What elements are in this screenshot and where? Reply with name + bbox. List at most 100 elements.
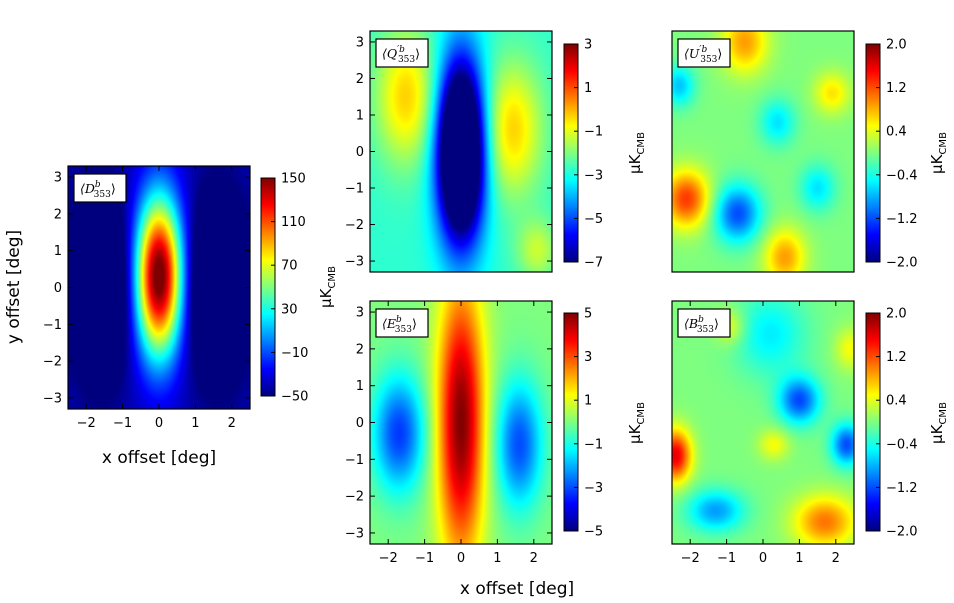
title-box-U: ⟨U′b 353⟩ xyxy=(677,38,731,68)
title-box-frame xyxy=(375,308,429,338)
colorbar-unit-label: μKCMB xyxy=(626,402,647,444)
ytick-label: −3 xyxy=(345,526,364,541)
colorbar-unit-label: μKCMB xyxy=(928,402,949,444)
colorbar-tick-label: −1 xyxy=(584,125,603,140)
title-box-E: ⟨Eb 353⟩ xyxy=(375,308,429,338)
heatmap-B xyxy=(672,301,854,544)
colorbar-ticks-B: 2.0 1.2 0.4 −0.4 −1.2 −2.0 xyxy=(876,307,918,540)
colorbar-tick-label: 2.0 xyxy=(886,307,907,322)
colorbar-tick-label: 0.4 xyxy=(886,125,907,140)
ytick-label: −3 xyxy=(345,255,364,270)
colorbar-tick-label: −5 xyxy=(584,212,603,227)
panel-title: ⟨U′b 353⟩ xyxy=(684,45,722,65)
xtick-label: −1 xyxy=(415,551,434,566)
colorbar-tick-label: −7 xyxy=(584,256,603,271)
colorbar-tick-label: 30 xyxy=(281,302,298,317)
colorbar-tick-label: 70 xyxy=(281,259,298,274)
colorbar-ticks-E: 5 3 1 −1 −3 −5 xyxy=(574,307,603,540)
xtick-label: 1 xyxy=(493,551,501,566)
heatmap-E xyxy=(370,301,552,544)
xtick-label: −2 xyxy=(681,551,700,566)
xtick-label: 0 xyxy=(457,551,465,566)
colorbar-B xyxy=(865,312,881,532)
colorbar-unit-label: μKCMB xyxy=(626,132,647,174)
title-box-frame xyxy=(375,38,429,68)
colorbar-tick-label: −2.0 xyxy=(886,256,918,271)
colorbar-tick-label: −50 xyxy=(281,390,308,405)
ytick-label: −2 xyxy=(345,490,364,505)
ytick-label: 0 xyxy=(356,416,364,431)
yticks-D: 3 2 1 0 −1 −2 −3 xyxy=(43,171,250,406)
ytick-label: −3 xyxy=(43,391,62,406)
colorbar-tick-label: −2.0 xyxy=(886,525,918,540)
colorbar-tick-label: −1.2 xyxy=(886,212,918,227)
colorbar-tick-label: 3 xyxy=(584,38,592,53)
colorbar-D xyxy=(260,177,276,397)
colorbar-unit-label: μKCMB xyxy=(928,132,949,174)
colorbar-tick-label: 0.4 xyxy=(886,394,907,409)
xticks-B: −2 −1 0 1 2 xyxy=(681,301,840,566)
colorbar-tick-label: 1 xyxy=(584,394,592,409)
xtick-label: −1 xyxy=(113,416,132,431)
ytick-label: 3 xyxy=(54,171,62,186)
colorbar-unit-label: μKCMB xyxy=(317,266,338,308)
heatmap-Q xyxy=(370,31,552,272)
colorbar-tick-label: 5 xyxy=(584,307,592,322)
panel-title: ⟨Q′b 353⟩ xyxy=(382,45,420,65)
title-box-D: ⟨Db 353⟩ xyxy=(73,173,127,203)
x-axis-label-common: x offset [deg] xyxy=(460,579,574,599)
xtick-label: 0 xyxy=(155,416,163,431)
ytick-label: −1 xyxy=(43,318,62,333)
colorbar-ticks-U: 2.0 1.2 0.4 −0.4 −1.2 −2.0 xyxy=(876,38,918,271)
panel-title: ⟨Db 353⟩ xyxy=(80,180,116,200)
panel-E: −2 −1 0 1 2 3 2 1 0 −1 −2 −3 ⟨Eb 353⟩ 5 3 1 −1 −3 −5 xyxy=(345,300,603,566)
colorbar-tick-label: −0.4 xyxy=(886,437,918,452)
ytick-label: 1 xyxy=(356,108,364,123)
colorbar-tick-label: 150 xyxy=(281,172,306,187)
xtick-label: 0 xyxy=(759,551,767,566)
title-box-B: ⟨Bb 353⟩ xyxy=(677,308,731,338)
ytick-label: 2 xyxy=(356,72,364,87)
ytick-label: −1 xyxy=(345,453,364,468)
ytick-label: −2 xyxy=(345,218,364,233)
ytick-label: 2 xyxy=(356,342,364,357)
title-box-Q: ⟨Q′b 353⟩ xyxy=(375,38,429,68)
ytick-label: 3 xyxy=(356,35,364,50)
xtick-label: 2 xyxy=(832,551,840,566)
colorbar-ticks-Q: 3 1 −1 −3 −5 −7 xyxy=(574,38,603,271)
xtick-label: −2 xyxy=(379,551,398,566)
ytick-label: 1 xyxy=(54,244,62,259)
panel-title: ⟨Eb 353⟩ xyxy=(382,315,417,335)
panel-title: ⟨Bb 353⟩ xyxy=(684,315,719,335)
ytick-label: 0 xyxy=(356,145,364,160)
panel-U: ⟨U′b 353⟩ 2.0 1.2 0.4 −0.4 −1.2 −2.0 xyxy=(671,30,918,273)
xtick-label: 2 xyxy=(530,551,538,566)
colorbar-E xyxy=(563,312,579,532)
colorbar-units: μKCMB μKCMB μKCMB μKCMB μKCMB xyxy=(317,132,949,444)
ytick-label: 3 xyxy=(356,306,364,321)
xticks-D: −2 −1 0 1 2 xyxy=(77,166,236,431)
ytick-label: 1 xyxy=(356,379,364,394)
ytick-label: −2 xyxy=(43,355,62,370)
xtick-label: 1 xyxy=(795,551,803,566)
title-box-frame xyxy=(73,173,127,203)
xtick-label: 2 xyxy=(228,416,236,431)
title-box-frame xyxy=(677,38,731,68)
colorbar-tick-label: −3 xyxy=(584,481,603,496)
heatmap-U xyxy=(672,31,854,272)
colorbar-tick-label: −10 xyxy=(281,346,308,361)
panel-Q: 3 2 1 0 −1 −2 −3 ⟨Q′b 353⟩ 3 1 −1 −3 −5 −7 xyxy=(345,30,603,273)
yticks-E: 3 2 1 0 −1 −2 −3 xyxy=(345,306,552,541)
yticks-Q: 3 2 1 0 −1 −2 −3 xyxy=(345,35,552,270)
colorbar-tick-label: 3 xyxy=(584,350,592,365)
colorbar-tick-label: 110 xyxy=(281,215,306,230)
colorbar-tick-label: −0.4 xyxy=(886,168,918,183)
ytick-label: 2 xyxy=(54,207,62,222)
colorbar-tick-label: −3 xyxy=(584,168,603,183)
colorbar-tick-label: 1.2 xyxy=(886,350,907,365)
panel-B: −2 −1 0 1 2 ⟨Bb 353⟩ 2.0 1.2 0.4 −0.4 −1.2 −2.0 xyxy=(671,300,918,566)
xtick-label: −2 xyxy=(77,416,96,431)
colorbar-Q xyxy=(563,43,579,263)
